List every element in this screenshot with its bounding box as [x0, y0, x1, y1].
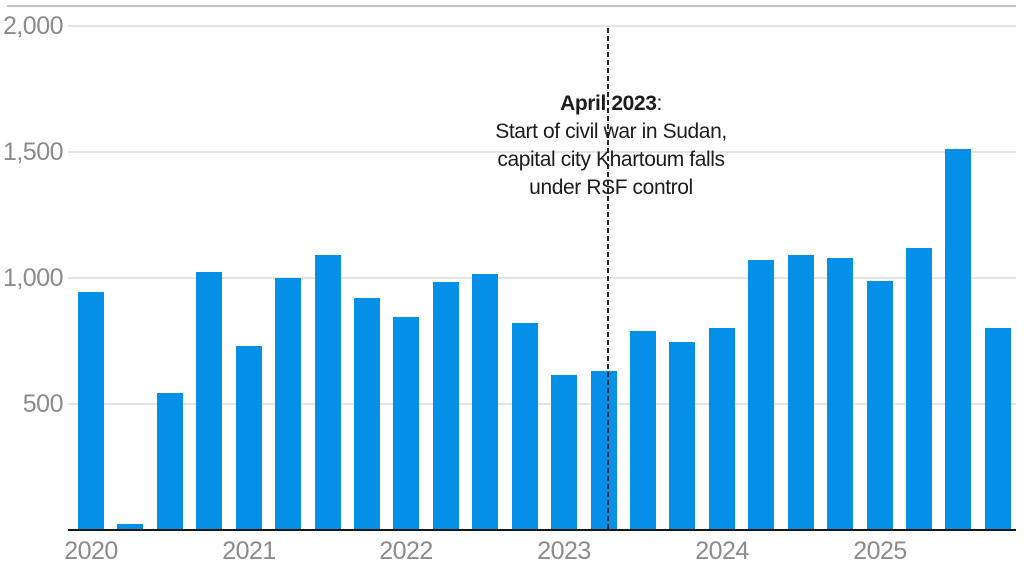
x-tick-label-2025: 2025 [853, 537, 907, 565]
bar-2022-Q1 [393, 317, 419, 530]
bar-2020-Q1 [78, 292, 104, 530]
bar-2021-Q1 [236, 346, 262, 530]
y-tick-label-1500: 1,500 [2, 138, 64, 166]
bar-2025-Q2 [906, 248, 932, 530]
bar-2021-Q3 [315, 255, 341, 530]
x-tick-label-2023: 2023 [537, 537, 591, 565]
bar-2020-Q2 [117, 524, 143, 530]
annotation-line-1: Start of civil war in Sudan, [495, 120, 727, 143]
x-axis-baseline [68, 529, 1016, 531]
bar-2022-Q4 [512, 323, 538, 530]
annotation-line-2: capital city Khartoum falls [497, 148, 725, 171]
annotation-april-2023: April 2023: Start of civil war in Sudan,… [495, 90, 727, 202]
bar-2021-Q2 [275, 278, 301, 530]
x-tick-label-2022: 2022 [379, 537, 433, 565]
bar-2024-Q1 [709, 328, 735, 530]
bar-2023-Q2 [591, 371, 617, 530]
bar-2025-Q3 [945, 149, 971, 530]
gridline-2000 [68, 25, 1016, 27]
bar-2021-Q4 [354, 298, 380, 530]
bar-2025-Q4 [985, 328, 1011, 530]
bar-2023-Q4 [669, 342, 695, 530]
gridline-500 [68, 403, 1016, 405]
gridline-1000 [68, 277, 1016, 279]
bar-2024-Q4 [827, 258, 853, 530]
y-tick-label-2000: 2,000 [2, 12, 64, 40]
event-marker-dashed-line [607, 28, 609, 530]
gridline-1500 [68, 151, 1016, 153]
x-tick-label-2021: 2021 [222, 537, 276, 565]
bar-2022-Q3 [472, 274, 498, 530]
annotation-title-colon: : [656, 92, 662, 115]
x-tick-label-2024: 2024 [695, 537, 749, 565]
bar-2022-Q2 [433, 282, 459, 530]
x-tick-label-2020: 2020 [64, 537, 118, 565]
bar-2025-Q1 [867, 281, 893, 530]
bar-2023-Q1 [551, 375, 577, 530]
annotation-line-3: under RSF control [529, 176, 693, 199]
bar-2020-Q3 [157, 393, 183, 530]
bar-2024-Q2 [748, 260, 774, 530]
bar-2020-Q4 [196, 272, 222, 530]
annotation-title-bold: April 2023 [560, 92, 657, 115]
chart-top-border [7, 5, 1016, 7]
bar-2024-Q3 [788, 255, 814, 530]
y-tick-label-1000: 1,000 [2, 264, 64, 292]
annotation-title: April 2023: [495, 90, 727, 118]
y-tick-label-500: 500 [22, 390, 64, 418]
bar-2023-Q3 [630, 331, 656, 530]
